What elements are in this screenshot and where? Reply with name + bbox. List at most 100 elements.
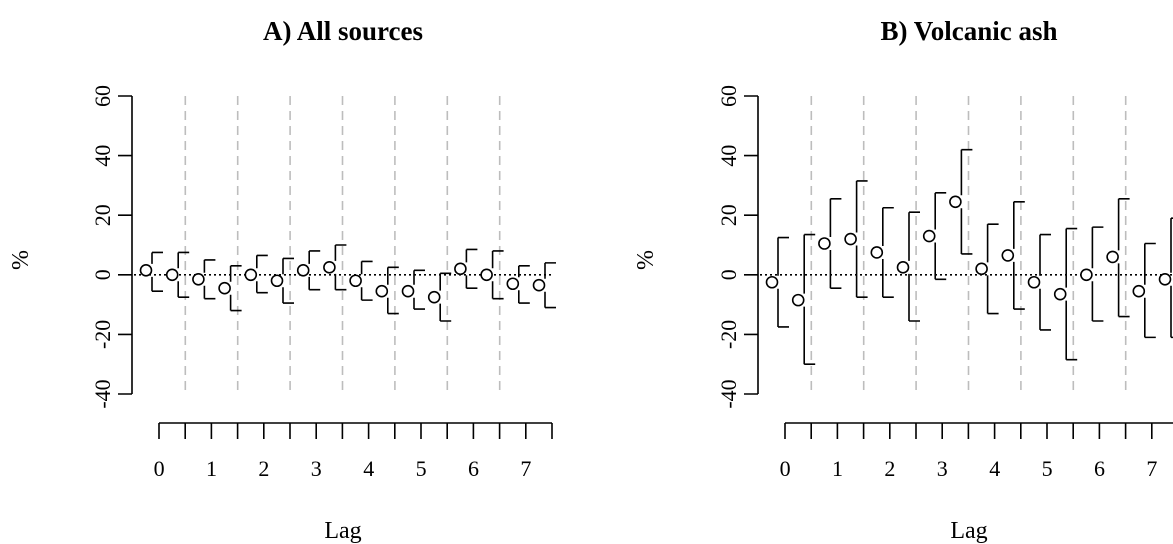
- point-estimate: [870, 246, 884, 259]
- estimate: [1106, 198, 1130, 318]
- y-tick-label: 40: [716, 145, 741, 167]
- y-tick-label: 20: [90, 204, 115, 226]
- upper-error-bar: [439, 272, 452, 291]
- estimate: [454, 248, 478, 290]
- estimate: [296, 250, 321, 291]
- estimate: [1053, 227, 1078, 361]
- y-tick-label: -20: [90, 320, 115, 349]
- lower-error-bar: [203, 285, 216, 300]
- estimate: [532, 262, 556, 309]
- upper-error-bar: [986, 223, 999, 263]
- point-estimate: [818, 237, 831, 250]
- x-axis-label: Lag: [324, 518, 361, 544]
- lower-error-bar: [1091, 281, 1104, 322]
- upper-error-bar: [829, 198, 842, 238]
- x-tick-label: 6: [468, 456, 479, 481]
- estimate: [349, 260, 373, 301]
- point-estimate: [1027, 275, 1041, 289]
- lower-error-bar: [960, 208, 973, 255]
- upper-error-bar: [387, 266, 399, 285]
- lower-error-bar: [308, 276, 321, 291]
- lower-error-bar: [177, 281, 190, 298]
- estimate: [949, 148, 973, 255]
- y-tick-label: 0: [90, 269, 115, 280]
- upper-error-bar: [1039, 233, 1051, 276]
- point-estimate: [375, 284, 389, 298]
- point-estimate: [1080, 268, 1093, 282]
- upper-error-bar: [908, 211, 920, 261]
- lower-error-bar: [855, 245, 868, 298]
- x-tick-labels: 0 1 2 3 4 5 6 7: [154, 456, 532, 481]
- y-axis-label: %: [8, 250, 34, 270]
- lower-error-bar: [387, 297, 399, 315]
- point-estimate: [975, 262, 988, 276]
- point-estimate: [349, 274, 362, 288]
- lower-error-bar: [256, 281, 268, 294]
- upper-error-bar: [1144, 242, 1156, 285]
- lower-error-bar: [360, 287, 373, 301]
- y-tick-label: -40: [716, 379, 741, 408]
- point-estimate: [765, 275, 779, 289]
- x-tick-label: 7: [1146, 456, 1157, 481]
- estimate: [323, 244, 347, 291]
- y-tick-label: 20: [716, 204, 741, 226]
- estimate: [244, 254, 268, 294]
- y-tick-label: 60: [716, 85, 741, 107]
- estimate: [375, 266, 399, 315]
- lower-error-bar: [1013, 261, 1025, 310]
- point-estimate: [192, 272, 205, 286]
- lower-error-bar: [934, 242, 947, 281]
- x-tick-label: 0: [780, 456, 791, 481]
- estimate: [844, 180, 868, 298]
- lower-error-bar: [908, 273, 920, 322]
- upper-error-bar: [360, 260, 373, 275]
- estimate: [791, 233, 816, 365]
- lower-error-bar: [829, 250, 842, 290]
- x-tick-label: 1: [206, 456, 217, 481]
- estimates: [765, 148, 1173, 365]
- upper-error-bar: [882, 206, 894, 246]
- panel-volcanic-ash: B) Volcanic ash % Lag -40 -20 0 20 40 60 0 1 2 3…: [633, 16, 1173, 544]
- estimate: [480, 250, 504, 300]
- upper-error-bar: [465, 248, 478, 263]
- upper-error-bar: [177, 251, 190, 269]
- point-estimate: [480, 268, 493, 282]
- x-tick-label: 1: [832, 456, 843, 481]
- x-tick-label: 3: [311, 456, 322, 481]
- upper-error-bar: [308, 250, 321, 264]
- upper-error-bar: [960, 148, 973, 196]
- estimate: [218, 265, 242, 312]
- point-estimate: [1053, 287, 1067, 301]
- upper-error-bar: [282, 257, 294, 275]
- y-tick-label: -40: [90, 379, 115, 408]
- estimate: [270, 257, 294, 304]
- x-tick-label: 4: [989, 456, 1000, 481]
- point-estimate: [165, 268, 179, 282]
- estimate: [165, 251, 190, 298]
- point-estimate: [532, 278, 546, 292]
- y-tick-label: -20: [716, 320, 741, 349]
- point-estimate: [1106, 250, 1119, 264]
- point-estimate: [218, 281, 231, 295]
- lower-error-bar: [803, 306, 816, 365]
- lower-error-bar: [986, 275, 999, 315]
- estimate: [975, 223, 999, 315]
- x-tick-label: 5: [416, 456, 427, 481]
- lower-error-bar: [544, 291, 556, 309]
- x-tick-label: 2: [258, 456, 269, 481]
- point-estimate: [323, 261, 336, 274]
- y-axis-label: %: [633, 250, 659, 270]
- x-axis: [158, 422, 553, 439]
- lower-error-bar: [882, 258, 894, 298]
- upper-error-bar: [518, 265, 530, 278]
- x-tick-label: 5: [1042, 456, 1053, 481]
- y-axis: [118, 95, 133, 395]
- y-tick-labels: -40 -20 0 20 40 60: [716, 85, 741, 409]
- upper-error-bar: [855, 180, 868, 233]
- estimate: [401, 269, 425, 310]
- point-estimate: [791, 293, 805, 307]
- upper-error-bar: [256, 254, 268, 269]
- y-tick-label: 0: [716, 269, 741, 280]
- point-estimate: [896, 261, 910, 274]
- y-tick-labels: -40 -20 0 20 40 60: [90, 85, 115, 409]
